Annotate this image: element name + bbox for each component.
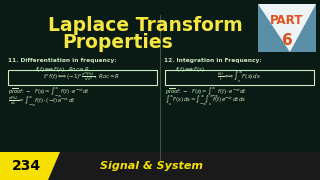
Text: $\frac{dF(s)}{ds} = \int_{-\infty}^{\infty} f(t)\cdot (-t)\, e^{-st}\, dt$: $\frac{dF(s)}{ds} = \int_{-\infty}^{\inf… [8, 94, 76, 108]
Text: $f(t) \Longrightarrow F(s)$: $f(t) \Longrightarrow F(s)$ [175, 64, 205, 73]
FancyBboxPatch shape [258, 4, 316, 52]
Text: Signal & System: Signal & System [100, 161, 203, 171]
Text: $f(t) \Longleftrightarrow F(s),\; Ro\mathcal{c} = R$: $f(t) \Longleftrightarrow F(s),\; Ro\mat… [35, 64, 90, 73]
Polygon shape [48, 152, 60, 180]
Polygon shape [258, 4, 316, 52]
Text: Laplace Transform: Laplace Transform [48, 15, 242, 35]
Text: 12. Integration in Frequency:: 12. Integration in Frequency: [164, 57, 262, 62]
Text: 11. Differentiation in frequency:: 11. Differentiation in frequency: [8, 57, 116, 62]
Text: $\int_{s}^{\infty} F(s)\,ds = \int_{-\infty}^{\infty}\!\int_{s}^{\infty} f(t)\, : $\int_{s}^{\infty} F(s)\,ds = \int_{-\in… [165, 94, 246, 108]
Text: Properties: Properties [63, 33, 173, 51]
Text: $t^n f(t) \Longleftrightarrow (-1)^n \frac{d^n F(s)}{ds^n},\; Ro\mathcal{c}=R$: $t^n f(t) \Longleftrightarrow (-1)^n \fr… [44, 70, 121, 84]
Text: 6: 6 [282, 33, 292, 48]
Text: PART: PART [270, 14, 304, 27]
Text: $p\overline{ro}o\!f:-\;\; F(s) = \int_{-\infty}^{\infty} f(t)\cdot e^{-st} dt$: $p\overline{ro}o\!f:-\;\; F(s) = \int_{-… [8, 85, 90, 99]
Text: $\frac{f(t)}{t} \Longleftrightarrow \int_{s}^{\infty} F(s)\,ds$: $\frac{f(t)}{t} \Longleftrightarrow \int… [217, 69, 261, 85]
Text: 234: 234 [12, 159, 41, 173]
FancyBboxPatch shape [0, 152, 320, 180]
FancyBboxPatch shape [0, 152, 60, 180]
Text: $p\overline{ro}o\!f:-\;\; F(s) = \int_{-\infty}^{\infty} f(t)\cdot e^{-st} dt$: $p\overline{ro}o\!f:-\;\; F(s) = \int_{-… [165, 85, 246, 99]
